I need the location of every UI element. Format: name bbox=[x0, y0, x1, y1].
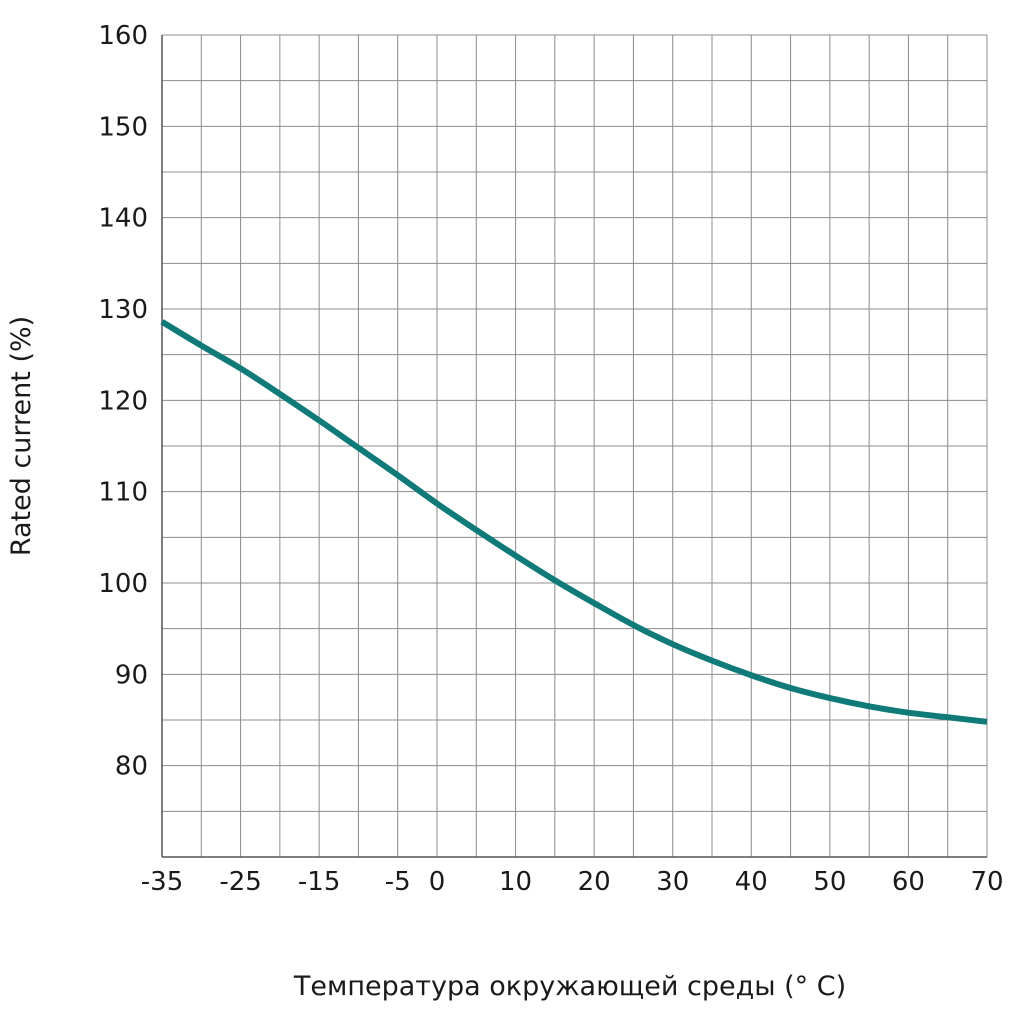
x-tick-label: 0 bbox=[429, 867, 446, 897]
x-tick-label: 60 bbox=[892, 867, 925, 897]
y-tick-label: 160 bbox=[98, 21, 148, 51]
series-group bbox=[160, 319, 988, 725]
y-tick-label: 130 bbox=[98, 295, 148, 325]
x-tick-label: 10 bbox=[499, 867, 532, 897]
x-tick-label: 30 bbox=[656, 867, 689, 897]
y-tick-label: 110 bbox=[98, 478, 148, 508]
x-tick-label: -5 bbox=[385, 867, 411, 897]
y-tick-labels: 80 90 100 110 120 130 140 150 160 bbox=[98, 21, 148, 782]
y-tick-label: 140 bbox=[98, 204, 148, 234]
y-tick-label: 90 bbox=[115, 660, 148, 690]
rated-current-line bbox=[160, 319, 988, 725]
y-tick-label: 100 bbox=[98, 569, 148, 599]
x-tick-label: -35 bbox=[141, 867, 183, 897]
x-tick-label: -25 bbox=[219, 867, 261, 897]
y-tick-label: 80 bbox=[115, 752, 148, 782]
x-tick-label: -15 bbox=[298, 867, 340, 897]
x-tick-label: 50 bbox=[813, 867, 846, 897]
x-axis-title: Температура окружающей среды (° C) bbox=[293, 971, 846, 1002]
y-axis-title: Rated current (%) bbox=[6, 316, 37, 556]
x-tick-label: 20 bbox=[578, 867, 611, 897]
y-tick-label: 120 bbox=[98, 386, 148, 416]
y-tick-label: 150 bbox=[98, 112, 148, 142]
x-tick-labels: -35 -25 -15 -5 0 10 20 30 40 50 60 70 bbox=[141, 867, 1004, 897]
x-tick-label: 40 bbox=[735, 867, 768, 897]
x-tick-label: 70 bbox=[970, 867, 1003, 897]
axes bbox=[161, 35, 987, 858]
grid bbox=[161, 34, 988, 858]
